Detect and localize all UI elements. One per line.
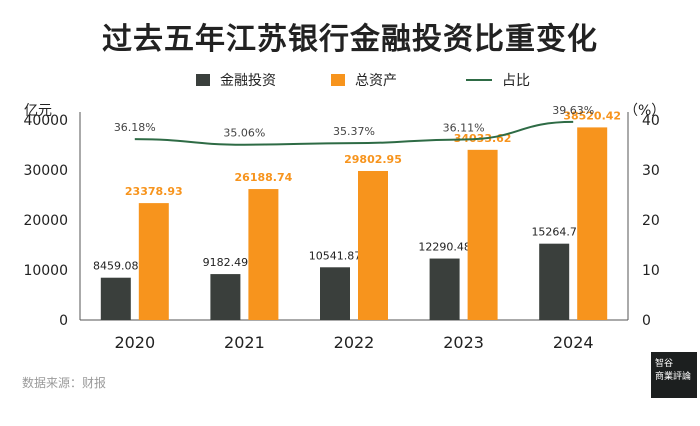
bar-financial-investment [539, 243, 570, 320]
legend-item-financial-investment: 金融投资 [196, 70, 276, 90]
right-tick-label: 0 [642, 313, 651, 329]
bar-label-financial-investment: 15264.7 [531, 226, 577, 239]
ratio-label: 36.18% [114, 121, 156, 134]
bar-total-assets [358, 170, 388, 320]
x-tick-label: 2021 [224, 333, 265, 352]
left-axis-unit: 亿元 [24, 103, 52, 119]
chart-title: 过去五年江苏银行金融投资比重变化 [102, 22, 598, 57]
x-tick-label: 2022 [334, 333, 375, 352]
ratio-label: 39.63% [552, 104, 594, 117]
logo-line-2: 商業評論 [655, 372, 692, 382]
bar-label-financial-investment: 12290.48 [418, 241, 471, 254]
bar-label-financial-investment: 8459.08 [93, 260, 139, 273]
bar-total-assets [248, 189, 279, 320]
bar-label-total-assets: 23378.93 [125, 185, 183, 198]
legend-label-ratio: 占比 [502, 73, 530, 89]
right-tick-label: 20 [642, 213, 660, 229]
left-tick-label: 10000 [23, 263, 68, 279]
ratio-line [134, 120, 574, 146]
ratio-label: 35.06% [223, 127, 265, 140]
bar-label-total-assets: 29802.95 [344, 153, 402, 166]
legend-swatch-total-assets [331, 74, 345, 86]
bar-label-financial-investment: 10541.87 [309, 249, 362, 262]
right-tick-label: 30 [642, 163, 660, 179]
legend-item-total-assets: 总资产 [331, 70, 397, 90]
left-tick-label: 0 [59, 313, 68, 329]
data-source: 数据来源：财报 [22, 376, 107, 390]
bar-label-total-assets: 38520.42 [563, 109, 621, 122]
ratio-label: 35.37% [333, 125, 375, 138]
right-tick-label: 10 [642, 263, 660, 279]
bar-financial-investment [210, 274, 241, 320]
right-tick-label: 40 [642, 113, 660, 129]
bar-financial-investment [429, 258, 460, 320]
left-tick-label: 30000 [23, 163, 68, 179]
bar-financial-investment [320, 267, 350, 320]
ratio-label: 36.11% [443, 121, 485, 134]
legend-line-ratio [466, 79, 492, 81]
x-tick-label: 2020 [114, 333, 155, 352]
legend-label-financial-investment: 金融投资 [220, 73, 276, 89]
legend-swatch-financial-investment [196, 74, 210, 86]
legend: 金融投资 总资产 占比 [0, 70, 700, 92]
legend-item-ratio: 占比 [466, 70, 530, 90]
right-axis-unit: （%） [624, 103, 666, 119]
x-tick-label: 2024 [553, 333, 594, 352]
x-tick-label: 2023 [443, 333, 484, 352]
bar-label-financial-investment: 9182.49 [203, 256, 249, 269]
bar-total-assets [138, 203, 169, 320]
bar-financial-investment [100, 277, 131, 320]
logo-line-1: 智谷 [655, 359, 674, 369]
left-tick-label: 40000 [23, 113, 68, 129]
left-tick-label: 20000 [23, 213, 68, 229]
bar-total-assets [577, 127, 608, 320]
brand-logo: 智谷 商業評論 [651, 352, 697, 398]
bar-label-total-assets: 26188.74 [235, 171, 293, 184]
bar-total-assets [467, 149, 498, 320]
legend-label-total-assets: 总资产 [355, 73, 397, 89]
